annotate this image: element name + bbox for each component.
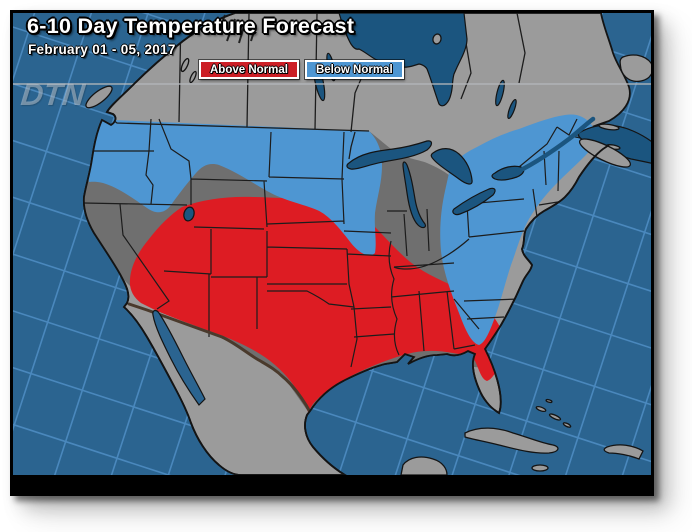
- st-lawrence-river: [516, 116, 596, 174]
- bahamas-4: [545, 398, 553, 404]
- anticosti-island: [598, 123, 620, 131]
- dtn-logo: DTN: [19, 77, 87, 112]
- lake-erie: [452, 187, 496, 216]
- legend-item-below-normal: Below Normal: [304, 60, 404, 79]
- map-title: 6-10 Day Temperature Forecast: [27, 14, 355, 38]
- great-salt-lake: [183, 206, 195, 222]
- legend-label-below-normal: Below Normal: [315, 63, 393, 76]
- lake-ontario: [491, 165, 525, 181]
- bc-coast-island: [180, 57, 190, 73]
- north-america-map: [13, 13, 651, 475]
- forecast-map-card: 6-10 Day Temperature Forecast February 0…: [10, 10, 654, 496]
- vancouver-island: [85, 85, 113, 109]
- bottom-bar: [13, 475, 651, 493]
- above-normal-region: [129, 196, 504, 412]
- bahamas-3: [562, 422, 572, 428]
- hispaniola: [603, 444, 644, 460]
- jamaica: [531, 464, 549, 472]
- alaska-fjords: [217, 14, 257, 44]
- yucatan: [400, 456, 448, 475]
- coastline-outline: [82, 13, 610, 475]
- newfoundland: [619, 54, 651, 83]
- bahamas-2: [548, 413, 562, 421]
- legend: Above Normal Below Normal: [199, 60, 404, 79]
- bc-coast-island-2: [189, 70, 197, 84]
- below-normal-region-northwest: [86, 109, 383, 256]
- map-content: 6-10 Day Temperature Forecast February 0…: [13, 13, 651, 493]
- below-normal-region-northeast: [440, 114, 597, 345]
- quebec-lake-2: [507, 98, 517, 120]
- state-borders: [83, 118, 578, 368]
- gulf-of-california: [152, 309, 206, 406]
- hudson-bay-island: [432, 33, 442, 45]
- quebec-lake: [495, 79, 505, 107]
- cuba: [464, 427, 559, 454]
- date-range: February 01 - 05, 2017: [28, 42, 176, 57]
- us-mexico-border: [127, 302, 312, 414]
- legend-item-above-normal: Above Normal: [199, 60, 299, 79]
- bahamas-1: [535, 405, 547, 413]
- legend-label-above-normal: Above Normal: [210, 63, 288, 76]
- islands: [85, 33, 651, 475]
- lake-superior: [346, 140, 433, 170]
- lake-huron: [430, 148, 473, 185]
- lake-michigan: [402, 161, 427, 229]
